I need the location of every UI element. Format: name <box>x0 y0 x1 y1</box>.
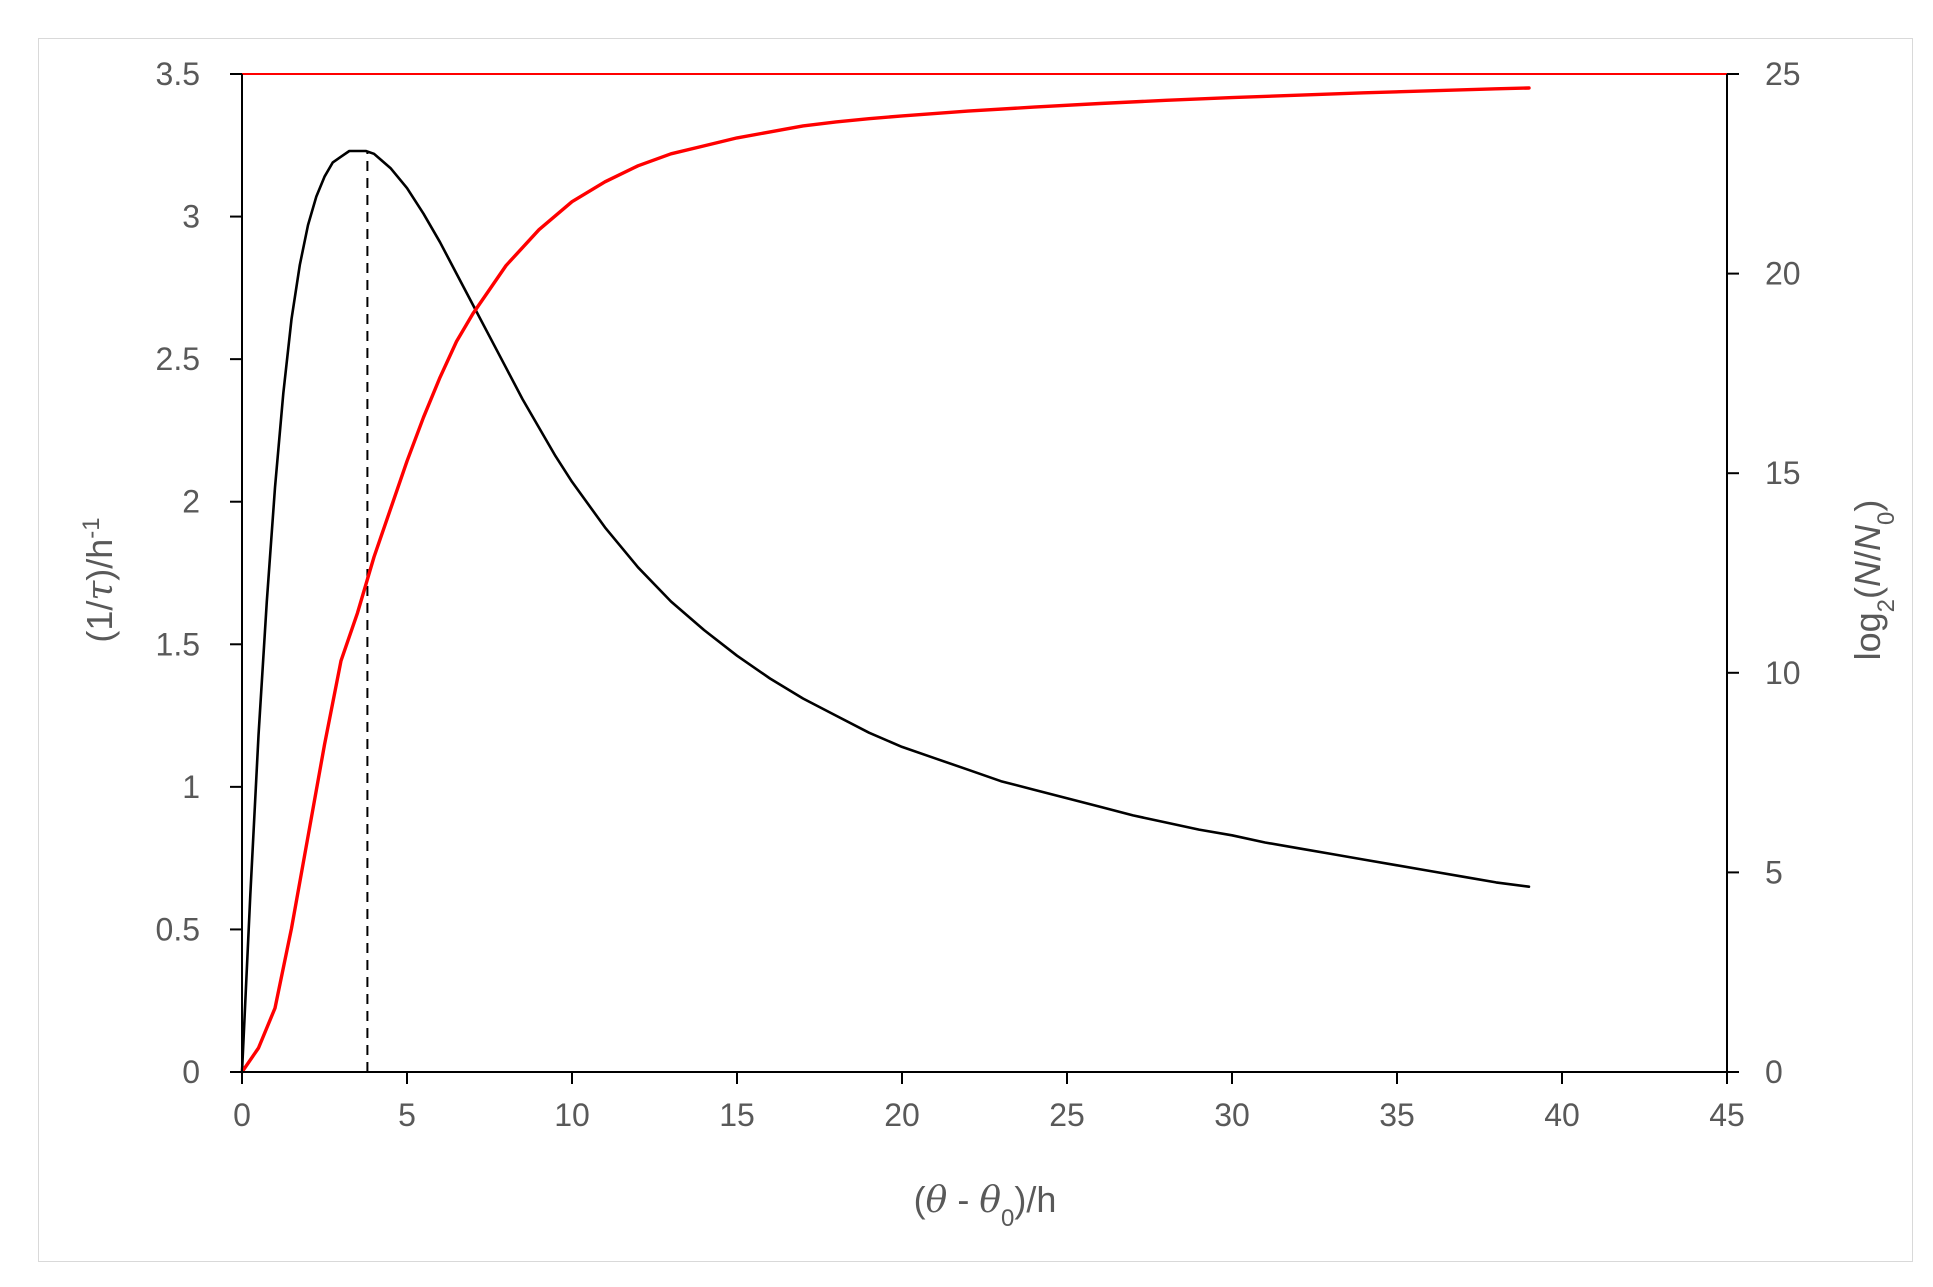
y-right-tick-label: 25 <box>1765 56 1801 92</box>
x-tick-label: 40 <box>1544 1097 1580 1133</box>
x-tick-label: 30 <box>1214 1097 1250 1133</box>
y-left-tick-label: 0.5 <box>156 911 200 947</box>
series-line-black <box>240 149 1531 1074</box>
y-left-axis-title: (1/τ)/h-1 <box>78 517 122 642</box>
y-left-tick-label: 0 <box>182 1054 200 1090</box>
y-right-tick-label: 10 <box>1765 655 1801 691</box>
y-right-tick-label: 5 <box>1765 854 1783 890</box>
y-right-axis-title: log2(N/N0) <box>1847 500 1900 661</box>
y-left-tick-label: 3 <box>182 199 200 235</box>
y-right-tick-label: 0 <box>1765 1054 1783 1090</box>
y-right-tick-label: 20 <box>1765 256 1801 292</box>
plot-area <box>240 73 1727 1074</box>
x-tick-label: 25 <box>1049 1097 1085 1133</box>
y-left-tick-label: 2 <box>182 484 200 520</box>
chart-frame <box>38 38 1913 1262</box>
x-tick-label: 10 <box>554 1097 590 1133</box>
x-tick-label: 45 <box>1709 1097 1745 1133</box>
y-left-tick-label: 3.5 <box>156 56 200 92</box>
x-tick-label: 35 <box>1379 1097 1415 1133</box>
x-tick-label: 20 <box>884 1097 920 1133</box>
x-tick-label: 15 <box>719 1097 755 1133</box>
x-tick-label: 0 <box>233 1097 251 1133</box>
y-right-tick-label: 15 <box>1765 455 1801 491</box>
axes <box>230 73 1739 1084</box>
y-left-tick-label: 1 <box>182 769 200 805</box>
x-axis-title: (θ - θ0)/h <box>914 1179 1057 1232</box>
x-tick-label: 5 <box>398 1097 416 1133</box>
tick-labels: 0 5 10 15 20 25 30 35 40 45 0 0.5 1 1.5 2 2.5 3 3.5 0 5 10 15… <box>156 56 1801 1133</box>
series-line-red <box>240 86 1531 1074</box>
y-left-tick-label: 1.5 <box>156 626 200 662</box>
y-left-tick-label: 2.5 <box>156 341 200 377</box>
